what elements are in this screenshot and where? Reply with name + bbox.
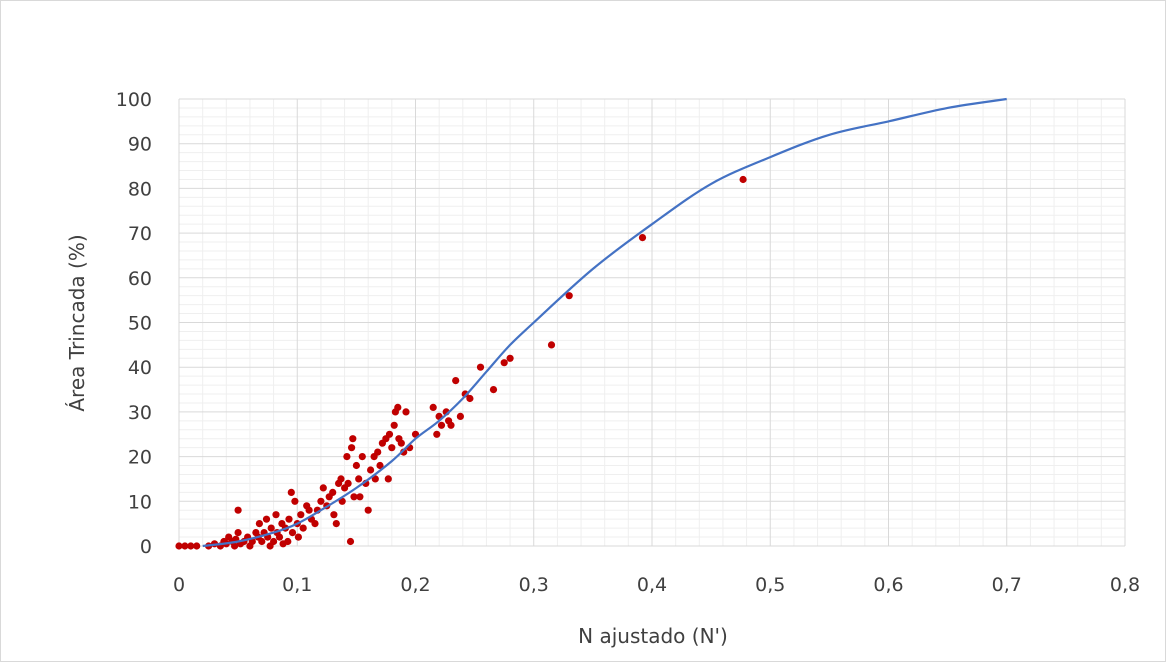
data-point <box>262 515 271 523</box>
data-point <box>299 524 307 532</box>
x-tick-label: 0,7 <box>992 574 1022 596</box>
data-point <box>384 475 392 483</box>
data-point <box>288 529 297 537</box>
data-point <box>311 520 319 528</box>
data-point <box>231 542 239 550</box>
data-point <box>181 542 189 550</box>
data-point <box>356 493 364 501</box>
data-point <box>287 488 295 496</box>
data-point <box>343 453 351 461</box>
data-point <box>270 537 278 546</box>
data-point <box>358 453 366 461</box>
data-point <box>364 506 372 514</box>
data-point <box>447 421 455 429</box>
data-point <box>258 537 266 546</box>
data-point <box>193 542 201 550</box>
data-point <box>284 537 292 546</box>
data-point <box>476 363 485 371</box>
data-point <box>272 511 280 519</box>
x-tick-label: 0,2 <box>400 574 430 596</box>
y-tick-label: 40 <box>128 357 152 379</box>
data-point <box>175 542 183 550</box>
data-point <box>255 520 263 528</box>
x-tick-label: 0,4 <box>637 574 667 596</box>
data-point <box>437 421 446 429</box>
data-point <box>367 466 375 474</box>
data-point <box>234 506 242 514</box>
data-point <box>355 475 363 483</box>
y-tick-label: 10 <box>128 491 152 513</box>
data-point <box>565 292 573 300</box>
data-point <box>317 497 325 505</box>
x-tick-label: 0,5 <box>755 574 785 596</box>
data-point <box>452 377 460 385</box>
data-point <box>329 488 337 496</box>
x-axis-ticks: 0 0,1 0,2 0,3 0,4 0,5 0,6 0,7 0,8 <box>173 574 1140 596</box>
data-point <box>433 430 441 438</box>
data-point <box>267 524 275 532</box>
data-point <box>332 520 340 528</box>
major-gridlines <box>178 98 1126 547</box>
scatter-series <box>175 175 747 550</box>
data-point <box>348 444 356 452</box>
y-tick-label: 60 <box>128 268 152 290</box>
y-tick-label: 30 <box>128 402 152 424</box>
fitted-curve-series <box>202 97 1007 548</box>
y-tick-label: 50 <box>128 313 152 335</box>
data-point <box>385 430 394 438</box>
x-tick-label: 0,6 <box>873 574 903 596</box>
x-tick-label: 0,3 <box>519 574 549 596</box>
y-tick-label: 100 <box>116 89 152 111</box>
data-point <box>349 435 357 443</box>
data-point <box>285 515 293 523</box>
data-point <box>234 529 242 537</box>
data-point <box>394 403 402 411</box>
y-tick-label: 20 <box>128 447 152 469</box>
data-point <box>187 542 195 550</box>
y-tick-label: 70 <box>128 223 152 245</box>
y-tick-label: 90 <box>128 134 152 156</box>
data-point <box>371 475 379 483</box>
data-point <box>390 421 398 429</box>
data-point <box>346 537 355 546</box>
data-point <box>506 354 514 362</box>
data-point <box>461 390 469 398</box>
data-point <box>547 341 556 349</box>
data-point <box>350 493 358 501</box>
data-point <box>456 412 464 420</box>
y-axis-title: Área Trincada (%) <box>65 234 89 411</box>
y-tick-label: 80 <box>128 178 152 200</box>
data-point <box>344 479 352 487</box>
x-axis-title: N ajustado (N') <box>578 624 728 648</box>
data-point <box>275 533 284 541</box>
data-point <box>500 359 508 367</box>
data-point <box>397 439 405 447</box>
x-tick-label: 0,8 <box>1110 574 1140 596</box>
data-point <box>388 444 396 452</box>
fitted-curve <box>202 97 1007 548</box>
data-point <box>319 484 327 492</box>
data-point <box>291 497 299 505</box>
data-point <box>337 475 345 483</box>
data-point <box>305 506 313 514</box>
data-point <box>489 386 498 394</box>
data-point <box>739 175 747 184</box>
x-tick-label: 0,1 <box>282 574 312 596</box>
data-point <box>297 511 305 519</box>
data-point <box>352 461 360 470</box>
y-tick-label: 0 <box>140 536 152 558</box>
data-point <box>638 234 647 242</box>
y-axis-ticks: 0 10 20 30 40 50 60 70 80 90 100 <box>116 89 152 558</box>
data-point <box>466 394 474 403</box>
data-point <box>376 461 384 470</box>
data-point <box>374 448 382 456</box>
data-point <box>402 408 410 416</box>
x-tick-label: 0 <box>173 574 185 596</box>
data-point <box>429 403 437 411</box>
data-point <box>294 533 302 541</box>
data-point <box>330 511 338 519</box>
